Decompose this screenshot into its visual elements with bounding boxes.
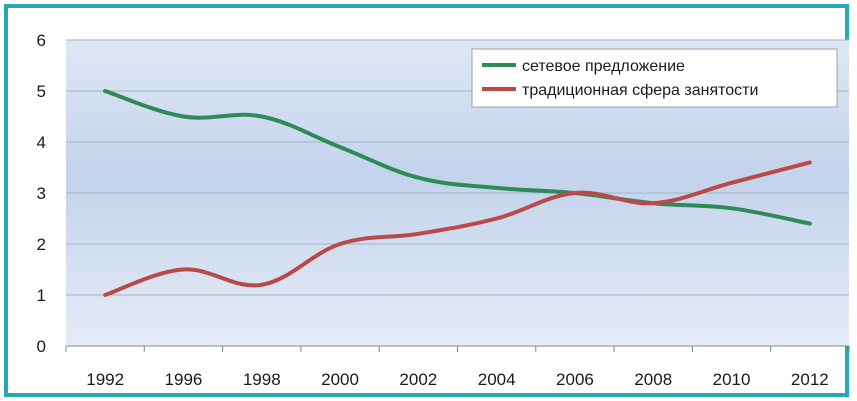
data-point (573, 191, 577, 195)
x-tick-label: 2002 (399, 370, 437, 389)
data-point (338, 145, 342, 149)
data-point (260, 283, 264, 287)
y-tick-label: 4 (37, 133, 46, 152)
data-point (651, 201, 655, 205)
data-point (808, 160, 812, 164)
legend: сетевое предложение традиционная сфера за… (471, 48, 838, 108)
x-axis: 1992 1996 1998 2000 2002 2004 2006 2008 2010 2012 (65, 346, 850, 389)
x-tick-label: 2012 (791, 370, 829, 389)
legend-box (471, 48, 838, 108)
data-point (730, 181, 734, 185)
data-point (416, 176, 420, 180)
x-tick-label: 1992 (86, 370, 124, 389)
series-line-1 (103, 89, 812, 226)
y-tick-label: 1 (37, 286, 46, 305)
data-point (103, 89, 107, 93)
data-point (181, 268, 185, 272)
data-point (338, 242, 342, 246)
data-point (416, 232, 420, 236)
data-point (103, 293, 107, 297)
data-point (495, 186, 499, 190)
y-tick-label: 5 (37, 82, 46, 101)
x-tick-label: 2006 (556, 370, 594, 389)
x-tick-label: 2010 (713, 370, 751, 389)
series-lines (103, 89, 812, 297)
data-point (730, 206, 734, 210)
y-tick-label: 3 (37, 184, 46, 203)
x-tick-label: 1996 (165, 370, 203, 389)
data-point (495, 217, 499, 221)
legend-label-1: сетевое предложение (522, 58, 685, 75)
x-tick-label: 2004 (478, 370, 516, 389)
y-tick-label: 0 (37, 337, 46, 356)
legend-label-2: традиционная сфера занятости (522, 82, 758, 99)
data-point (808, 222, 812, 226)
y-tick-label: 6 (37, 31, 46, 50)
data-point (181, 115, 185, 119)
data-point (260, 115, 264, 119)
x-tick-label: 2008 (634, 370, 672, 389)
y-axis: 0 1 2 3 4 5 6 (37, 31, 46, 356)
y-tick-label: 2 (37, 235, 46, 254)
x-tick-label: 2000 (321, 370, 359, 389)
x-tick-label: 1998 (243, 370, 281, 389)
series-line-2 (103, 160, 812, 297)
